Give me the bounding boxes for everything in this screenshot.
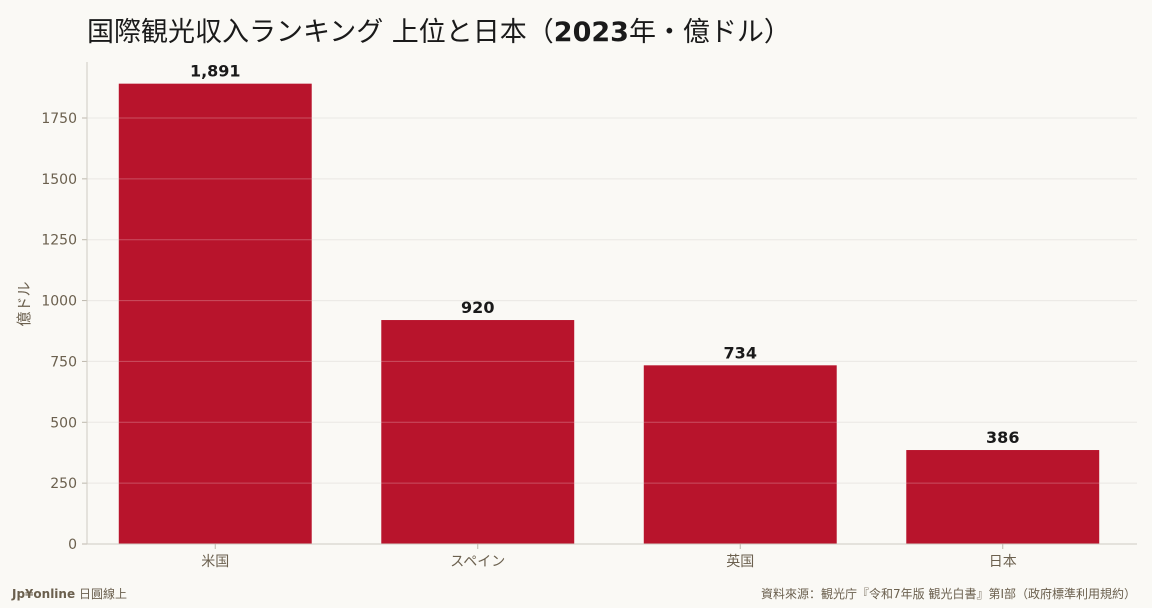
- y-tick-label: 500: [50, 415, 77, 431]
- brand-subtitle: 日圓線上: [78, 587, 127, 601]
- data-label: 920: [461, 298, 494, 317]
- data-label: 734: [724, 343, 757, 362]
- x-tick-label: 日本: [989, 554, 1017, 570]
- data-label: 386: [986, 428, 1019, 447]
- x-tick-label: 英国: [726, 553, 754, 570]
- bar: [906, 450, 1100, 544]
- x-tick-label: 米国: [201, 554, 229, 570]
- y-tick-label: 1250: [41, 233, 77, 249]
- y-tick-label: 1000: [41, 294, 77, 310]
- data-label: 1,891: [190, 62, 241, 81]
- bar: [118, 83, 312, 545]
- chart-title: 国際観光収入ランキング 上位と日本（2023年・億ドル）: [87, 10, 791, 49]
- brand-name: Jp¥online: [12, 587, 76, 601]
- bar: [643, 365, 837, 544]
- brand-footer: Jp¥online 日圓線上: [12, 585, 127, 602]
- y-tick-label: 750: [50, 354, 77, 370]
- bar: [381, 320, 575, 544]
- source-note: 資料來源：観光庁『令和7年版 観光白書』第Ⅰ部（政府標準利用規約）: [761, 587, 1136, 601]
- y-tick-label: 0: [68, 537, 77, 553]
- chart-title-unit: 年・億ドル）: [628, 17, 791, 48]
- labels: 0 250 500 750 1000 1250 1500 1750 米国 1,891 スペイン 920…: [41, 62, 1019, 570]
- y-tick-label: 250: [50, 476, 77, 492]
- axes: [82, 62, 1137, 549]
- chart-title-text: 国際観光収入ランキング 上位と日本（: [87, 17, 554, 48]
- bars: [87, 83, 1137, 545]
- y-axis-label: 億ドル: [15, 281, 33, 326]
- x-tick-label: スペイン: [450, 554, 505, 570]
- y-tick-label: 1750: [41, 111, 77, 127]
- chart-title-year: 2023: [553, 17, 629, 48]
- y-tick-label: 1500: [41, 172, 77, 188]
